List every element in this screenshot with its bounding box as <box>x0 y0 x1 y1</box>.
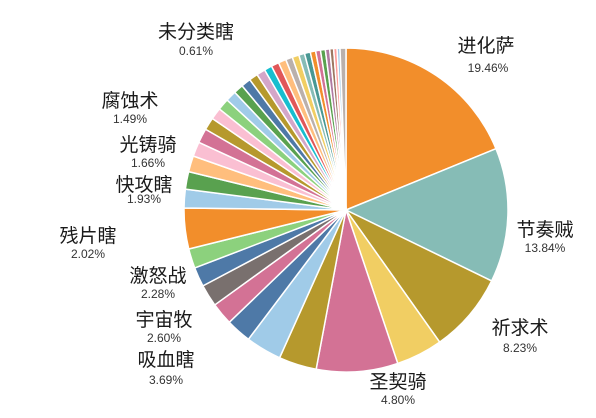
slice-name-label: 腐蚀术 <box>101 90 158 112</box>
slice-percent-label: 1.93% <box>127 192 161 206</box>
slice-name-label: 残片瞎 <box>59 225 116 247</box>
slice-percent-label: 3.69% <box>149 373 183 387</box>
pie-slice <box>345 47 497 211</box>
slice-percent-label: 2.02% <box>71 247 105 261</box>
slice-name-label: 快攻瞎 <box>115 174 172 196</box>
slice-name-label: 宇宙牧 <box>135 309 192 331</box>
slice-name-label: 圣契骑 <box>369 371 426 393</box>
slice-percent-label: 8.23% <box>503 341 537 355</box>
slice-percent-label: 4.80% <box>381 393 415 407</box>
slice-name-label: 吸血瞎 <box>137 349 194 371</box>
pie-slices <box>183 47 509 373</box>
slice-name-label: 祈求术 <box>491 317 548 339</box>
slice-name-label: 未分类瞎 <box>158 21 234 43</box>
slice-percent-label: 0.61% <box>179 44 213 58</box>
slice-percent-label: 2.28% <box>141 287 175 301</box>
pie-slice <box>339 47 347 211</box>
slice-percent-label: 2.60% <box>147 331 181 345</box>
slice-name-label: 节奏贼 <box>516 219 573 241</box>
slice-percent-label: 19.46% <box>468 61 509 75</box>
slice-name-label: 进化萨 <box>457 35 514 57</box>
slice-percent-label: 1.49% <box>113 112 147 126</box>
slice-name-label: 光铸骑 <box>119 134 176 156</box>
slice-name-label: 激怒战 <box>129 265 186 287</box>
slice-percent-label: 13.84% <box>525 241 566 255</box>
slice-percent-label: 1.66% <box>131 156 165 170</box>
pie-slice <box>345 147 509 282</box>
